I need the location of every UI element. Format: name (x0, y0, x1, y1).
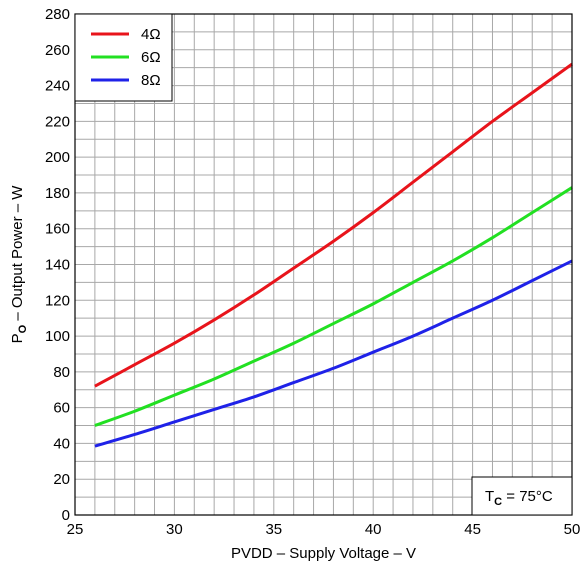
legend: 4Ω 6Ω 8Ω (74, 13, 173, 102)
legend-label: 6Ω (141, 49, 161, 66)
y-tick-label: 0 (62, 507, 70, 524)
legend-label: 4Ω (141, 26, 161, 43)
x-axis-ticks: 25 30 35 40 45 50 (67, 521, 581, 538)
x-tick-label: 30 (166, 521, 183, 538)
y-tick-label: 140 (45, 257, 70, 274)
y-axis-ticks: 0 20 40 60 80 100 120 140 160 180 200 220 240 260 280 (45, 6, 70, 524)
series-layer (94, 62, 573, 448)
x-axis-title: PVDD – Supply Voltage – V (231, 545, 416, 562)
series-line-1 (94, 62, 573, 388)
y-tick-label: 260 (45, 42, 70, 59)
annotation-main: T (485, 488, 494, 505)
y-tick-label: 200 (45, 149, 70, 166)
y-tick-label: 80 (53, 364, 70, 381)
y-tick-label: 100 (45, 328, 70, 345)
y-tick-label: 60 (53, 400, 70, 417)
x-tick-label: 35 (265, 521, 282, 538)
y-tick-label: 180 (45, 185, 70, 202)
annotation-text: TC = 75°C (485, 488, 553, 508)
x-tick-label: 50 (564, 521, 581, 538)
series-line-3 (94, 259, 573, 448)
y-axis-title: PO – Output Power – W (9, 185, 29, 344)
y-tick-label: 20 (53, 471, 70, 488)
x-tick-label: 40 (365, 521, 382, 538)
y-tick-label: 160 (45, 221, 70, 238)
plot-frame (74, 13, 573, 516)
y-tick-label: 240 (45, 78, 70, 95)
y-tick-label: 280 (45, 6, 70, 23)
annotation-rest: = 75°C (502, 488, 553, 505)
y-tick-label: 120 (45, 292, 70, 309)
x-tick-label: 45 (464, 521, 481, 538)
annotation-box: TC = 75°C (471, 476, 573, 516)
y-tick-label: 40 (53, 435, 70, 452)
y-axis-title-main: P (9, 333, 26, 343)
y-axis-title-rest: – Output Power – W (9, 185, 26, 325)
grid (75, 14, 572, 515)
legend-label: 8Ω (141, 72, 161, 89)
y-axis-title-sub: O (17, 324, 29, 333)
annotation-sub: C (494, 496, 502, 508)
x-tick-label: 25 (67, 521, 84, 538)
y-tick-label: 220 (45, 113, 70, 130)
series-line-2 (94, 186, 573, 427)
